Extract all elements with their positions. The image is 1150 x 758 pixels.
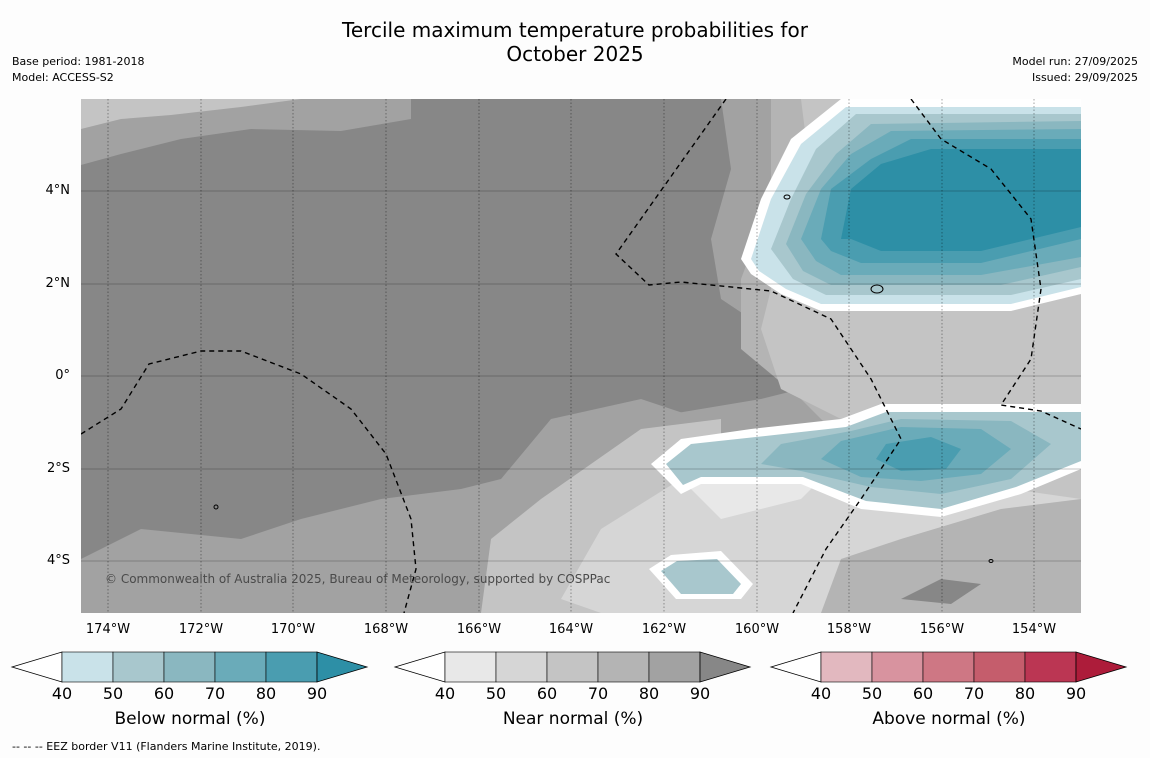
colorbar-segment <box>973 651 1026 683</box>
island-c <box>988 559 994 563</box>
islands <box>213 194 994 563</box>
colorbar-tick-label: 40 <box>434 684 456 703</box>
colorbar-tick-label: 80 <box>255 684 277 703</box>
colorbar-tick-label: 90 <box>306 684 328 703</box>
colorbar-segment <box>597 651 650 683</box>
colorbar-tick-label: 70 <box>587 684 609 703</box>
colorbar-tick-label: 90 <box>1065 684 1087 703</box>
footnote: -- -- -- EEZ border V11 (Flanders Marine… <box>12 740 321 753</box>
chart-title: Tercile maximum temperature probabilitie… <box>0 18 1150 66</box>
lon-label: 158°W <box>826 622 872 637</box>
issued-date: Issued: 29/09/2025 <box>1031 71 1138 84</box>
latitude-grid <box>81 190 1081 562</box>
title-line-2: October 2025 <box>506 42 644 66</box>
probability-map: © Commonwealth of Australia 2025, Bureau… <box>81 99 1081 613</box>
longitude-grid <box>107 99 1035 613</box>
lat-label: 4°N <box>45 183 71 198</box>
meta-left: Base period: 1981-2018 Model: ACCESS-S2 <box>12 54 144 86</box>
base-period: Base period: 1981-2018 <box>12 55 145 68</box>
model-name: Model: ACCESS-S2 <box>12 71 114 84</box>
colorbar-segment <box>648 651 701 683</box>
lon-label: 170°W <box>270 622 316 637</box>
lon-label: 168°W <box>363 622 409 637</box>
colorbar-segment <box>112 651 165 683</box>
lon-label: 174°W <box>85 622 131 637</box>
near-normal-70-se <box>821 499 1081 613</box>
lon-label: 172°W <box>178 622 224 637</box>
colorbar-lower-extension <box>769 651 822 683</box>
colorbar-upper-extension <box>699 651 752 683</box>
colorbar-tick-label: 70 <box>204 684 226 703</box>
lon-label: 160°W <box>734 622 780 637</box>
lon-label: 156°W <box>919 622 965 637</box>
colorbar-tick-label: 50 <box>102 684 124 703</box>
colorbar-tick-label: 90 <box>689 684 711 703</box>
colorbar-upper-extension <box>316 651 369 683</box>
copyright-text: © Commonwealth of Australia 2025, Bureau… <box>105 572 610 586</box>
lat-label: 4°S <box>46 553 70 568</box>
title-line-1: Tercile maximum temperature probabilitie… <box>342 18 808 42</box>
colorbar-segment <box>61 651 114 683</box>
colorbar-upper-extension <box>1075 651 1128 683</box>
colorbars <box>10 651 1128 683</box>
near-normal-60-top <box>81 99 301 129</box>
colorbar-tick-label: 80 <box>638 684 660 703</box>
colorbar-near-normal <box>393 651 752 683</box>
eez-border-west <box>81 350 417 613</box>
colorbar-tick-label: 60 <box>153 684 175 703</box>
eez-border-east <box>910 99 1081 430</box>
lat-label: 0° <box>55 368 70 383</box>
colorbar-segment <box>871 651 924 683</box>
colorbar-segment <box>214 651 267 683</box>
eez-border-central <box>615 99 902 613</box>
colorbar-segment <box>163 651 216 683</box>
island-kiritimati <box>870 284 884 294</box>
colorbar-tick-label: 80 <box>1014 684 1036 703</box>
colorbar-tick-label: 40 <box>810 684 832 703</box>
colorbar-below-normal <box>10 651 369 683</box>
lon-label: 166°W <box>456 622 502 637</box>
island-a <box>783 194 791 200</box>
below-normal-50-small <box>661 559 741 594</box>
colorbar-tick-label: 60 <box>912 684 934 703</box>
colorbar-label-near: Near normal (%) <box>502 709 644 729</box>
lon-label: 162°W <box>641 622 687 637</box>
colorbar-tick-label: 50 <box>861 684 883 703</box>
colorbar-segment <box>1024 651 1077 683</box>
colorbar-segment <box>265 651 318 683</box>
lon-label: 154°W <box>1011 622 1057 637</box>
model-run: Model run: 27/09/2025 <box>1012 55 1138 68</box>
colorbar-tick-label: 60 <box>536 684 558 703</box>
meta-right: Model run: 27/09/2025 Issued: 29/09/2025 <box>1012 54 1138 86</box>
colorbar-lower-extension <box>10 651 63 683</box>
colorbar-segment <box>546 651 599 683</box>
near-normal-90-se <box>901 579 981 604</box>
eez-borders <box>81 99 1081 613</box>
colorbar-segment <box>444 651 497 683</box>
colorbar-above-normal <box>769 651 1128 683</box>
colorbar-lower-extension <box>393 651 446 683</box>
island-b <box>213 504 219 510</box>
colorbar-tick-label: 50 <box>485 684 507 703</box>
lat-label: 2°S <box>46 461 70 476</box>
colorbar-segment <box>495 651 548 683</box>
colorbar-segment <box>820 651 873 683</box>
colorbar-label-below: Below normal (%) <box>114 709 266 729</box>
colorbar-tick-label: 70 <box>963 684 985 703</box>
colorbar-tick-label: 40 <box>51 684 73 703</box>
below-normal-90-north <box>841 149 1081 251</box>
colorbar-label-above: Above normal (%) <box>872 709 1026 729</box>
lon-label: 164°W <box>548 622 594 637</box>
colorbar-segment <box>922 651 975 683</box>
lat-label: 2°N <box>45 276 71 291</box>
